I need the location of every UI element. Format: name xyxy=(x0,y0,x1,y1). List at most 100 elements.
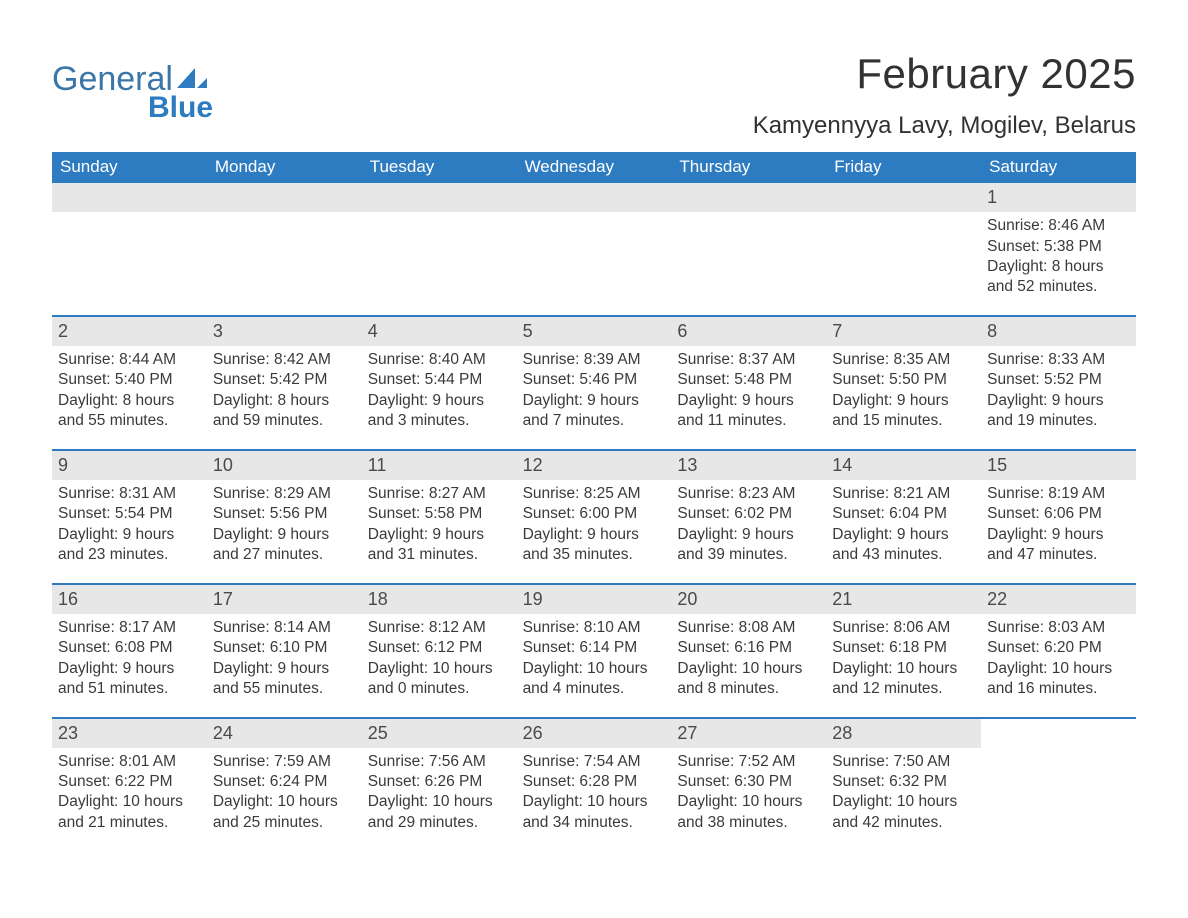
day-number: 1 xyxy=(981,183,1136,212)
daylight-line-1: Daylight: 9 hours xyxy=(58,659,201,679)
daylight-line-1: Daylight: 9 hours xyxy=(677,525,820,545)
daylight-line-2: and 42 minutes. xyxy=(832,813,975,833)
daylight-line-1: Daylight: 9 hours xyxy=(523,391,666,411)
daylight-line-1: Daylight: 9 hours xyxy=(213,659,356,679)
calendar-cell xyxy=(981,719,1136,851)
calendar-cell xyxy=(362,183,517,315)
sunrise-line: Sunrise: 7:56 AM xyxy=(368,752,511,772)
daylight-line-1: Daylight: 9 hours xyxy=(368,525,511,545)
sunrise-line: Sunrise: 8:21 AM xyxy=(832,484,975,504)
sunset-line: Sunset: 5:42 PM xyxy=(213,370,356,390)
sunset-line: Sunset: 5:50 PM xyxy=(832,370,975,390)
sunset-line: Sunset: 6:04 PM xyxy=(832,504,975,524)
day-number: 13 xyxy=(671,451,826,480)
day-number xyxy=(671,183,826,212)
daylight-line-2: and 52 minutes. xyxy=(987,277,1130,297)
daylight-line-1: Daylight: 10 hours xyxy=(987,659,1130,679)
calendar-week: 2Sunrise: 8:44 AMSunset: 5:40 PMDaylight… xyxy=(52,315,1136,449)
sunrise-line: Sunrise: 8:27 AM xyxy=(368,484,511,504)
calendar-cell: 3Sunrise: 8:42 AMSunset: 5:42 PMDaylight… xyxy=(207,317,362,449)
sunrise-line: Sunrise: 8:37 AM xyxy=(677,350,820,370)
calendar-cell: 25Sunrise: 7:56 AMSunset: 6:26 PMDayligh… xyxy=(362,719,517,851)
daylight-line-1: Daylight: 9 hours xyxy=(523,525,666,545)
daylight-line-2: and 21 minutes. xyxy=(58,813,201,833)
daylight-line-1: Daylight: 10 hours xyxy=(523,659,666,679)
sunset-line: Sunset: 6:22 PM xyxy=(58,772,201,792)
daylight-line-1: Daylight: 9 hours xyxy=(832,391,975,411)
day-number: 8 xyxy=(981,317,1136,346)
daylight-line-2: and 23 minutes. xyxy=(58,545,201,565)
calendar-cell: 20Sunrise: 8:08 AMSunset: 6:16 PMDayligh… xyxy=(671,585,826,717)
sunset-line: Sunset: 5:52 PM xyxy=(987,370,1130,390)
daylight-line-1: Daylight: 8 hours xyxy=(987,257,1130,277)
calendar-cell: 21Sunrise: 8:06 AMSunset: 6:18 PMDayligh… xyxy=(826,585,981,717)
daylight-line-2: and 11 minutes. xyxy=(677,411,820,431)
dow-thursday: Thursday xyxy=(671,152,826,183)
sunset-line: Sunset: 6:26 PM xyxy=(368,772,511,792)
brand-word2: Blue xyxy=(148,91,213,125)
sunrise-line: Sunrise: 8:08 AM xyxy=(677,618,820,638)
sunrise-line: Sunrise: 8:46 AM xyxy=(987,216,1130,236)
sunrise-line: Sunrise: 8:12 AM xyxy=(368,618,511,638)
calendar-cell: 10Sunrise: 8:29 AMSunset: 5:56 PMDayligh… xyxy=(207,451,362,583)
dow-sunday: Sunday xyxy=(52,152,207,183)
sunset-line: Sunset: 6:16 PM xyxy=(677,638,820,658)
daylight-line-2: and 59 minutes. xyxy=(213,411,356,431)
daylight-line-1: Daylight: 9 hours xyxy=(213,525,356,545)
day-number: 7 xyxy=(826,317,981,346)
day-number xyxy=(52,183,207,212)
daylight-line-1: Daylight: 9 hours xyxy=(987,391,1130,411)
daylight-line-2: and 7 minutes. xyxy=(523,411,666,431)
daylight-line-1: Daylight: 9 hours xyxy=(368,391,511,411)
day-number: 5 xyxy=(517,317,672,346)
weeks-container: 1Sunrise: 8:46 AMSunset: 5:38 PMDaylight… xyxy=(52,183,1136,851)
sunrise-line: Sunrise: 8:44 AM xyxy=(58,350,201,370)
daylight-line-1: Daylight: 9 hours xyxy=(677,391,820,411)
sunset-line: Sunset: 5:38 PM xyxy=(987,237,1130,257)
calendar-week: 16Sunrise: 8:17 AMSunset: 6:08 PMDayligh… xyxy=(52,583,1136,717)
daylight-line-2: and 39 minutes. xyxy=(677,545,820,565)
daylight-line-1: Daylight: 10 hours xyxy=(368,792,511,812)
sunrise-line: Sunrise: 7:54 AM xyxy=(523,752,666,772)
daylight-line-2: and 3 minutes. xyxy=(368,411,511,431)
day-number: 14 xyxy=(826,451,981,480)
daylight-line-1: Daylight: 8 hours xyxy=(213,391,356,411)
sunrise-line: Sunrise: 8:03 AM xyxy=(987,618,1130,638)
calendar-cell: 6Sunrise: 8:37 AMSunset: 5:48 PMDaylight… xyxy=(671,317,826,449)
calendar-cell: 5Sunrise: 8:39 AMSunset: 5:46 PMDaylight… xyxy=(517,317,672,449)
day-number: 23 xyxy=(52,719,207,748)
sunset-line: Sunset: 6:06 PM xyxy=(987,504,1130,524)
sunrise-line: Sunrise: 8:23 AM xyxy=(677,484,820,504)
calendar-cell xyxy=(671,183,826,315)
sunset-line: Sunset: 5:56 PM xyxy=(213,504,356,524)
sunrise-line: Sunrise: 8:39 AM xyxy=(523,350,666,370)
sunrise-line: Sunrise: 7:50 AM xyxy=(832,752,975,772)
sunset-line: Sunset: 6:08 PM xyxy=(58,638,201,658)
day-number: 22 xyxy=(981,585,1136,614)
sunrise-line: Sunrise: 8:29 AM xyxy=(213,484,356,504)
day-number: 19 xyxy=(517,585,672,614)
sunrise-line: Sunrise: 8:35 AM xyxy=(832,350,975,370)
dow-saturday: Saturday xyxy=(981,152,1136,183)
day-number xyxy=(981,719,1136,748)
daylight-line-1: Daylight: 9 hours xyxy=(832,525,975,545)
sunrise-line: Sunrise: 8:10 AM xyxy=(523,618,666,638)
page-title: February 2025 xyxy=(753,50,1136,98)
daylight-line-2: and 15 minutes. xyxy=(832,411,975,431)
daylight-line-2: and 55 minutes. xyxy=(58,411,201,431)
calendar-cell: 23Sunrise: 8:01 AMSunset: 6:22 PMDayligh… xyxy=(52,719,207,851)
daylight-line-2: and 55 minutes. xyxy=(213,679,356,699)
calendar-week: 9Sunrise: 8:31 AMSunset: 5:54 PMDaylight… xyxy=(52,449,1136,583)
calendar-week: 23Sunrise: 8:01 AMSunset: 6:22 PMDayligh… xyxy=(52,717,1136,851)
sunset-line: Sunset: 5:58 PM xyxy=(368,504,511,524)
day-number: 6 xyxy=(671,317,826,346)
calendar-cell xyxy=(826,183,981,315)
day-number: 12 xyxy=(517,451,672,480)
daylight-line-1: Daylight: 9 hours xyxy=(987,525,1130,545)
daylight-line-2: and 4 minutes. xyxy=(523,679,666,699)
day-number xyxy=(517,183,672,212)
sunrise-line: Sunrise: 8:42 AM xyxy=(213,350,356,370)
sunrise-line: Sunrise: 8:06 AM xyxy=(832,618,975,638)
daylight-line-2: and 38 minutes. xyxy=(677,813,820,833)
dow-wednesday: Wednesday xyxy=(517,152,672,183)
